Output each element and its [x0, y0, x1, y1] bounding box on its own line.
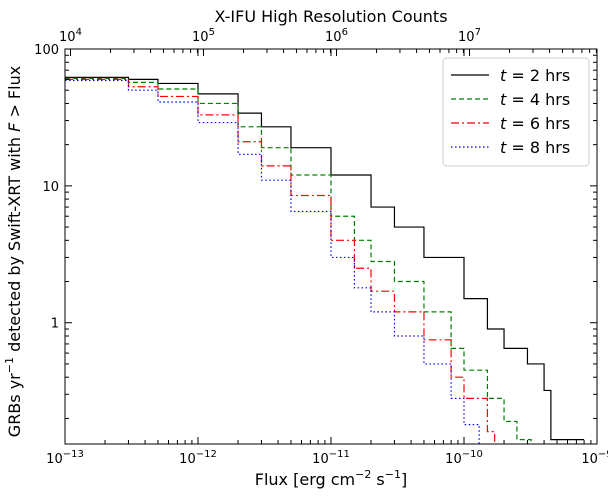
legend-label-1: t = 2 hrs — [500, 66, 570, 85]
legend-label-4: t = 8 hrs — [500, 138, 570, 157]
y-axis-title: GRBs yr−1 detected by Swift-XRT with F >… — [3, 66, 24, 437]
legend-box — [442, 57, 590, 167]
x-tick-label: 10−12 — [179, 449, 217, 467]
top-axis-title: X-IFU High Resolution Counts — [214, 7, 447, 26]
x-tick-label: 10−13 — [46, 449, 84, 467]
top-tick-label: 107 — [458, 27, 481, 45]
top-tick-label: 105 — [192, 27, 215, 45]
x-axis-title: Flux [erg cm−2 s−1] — [255, 468, 407, 489]
top-tick-label: 106 — [325, 27, 348, 45]
x-tick-label: 10−10 — [445, 449, 483, 467]
series-line-2 — [65, 77, 532, 444]
plot-frame — [64, 48, 598, 445]
series-line-1 — [65, 76, 585, 441]
series-line-4 — [65, 79, 480, 444]
legend-label-3: t = 6 hrs — [500, 114, 570, 133]
y-tick-label: 10 — [42, 180, 59, 195]
series-line-3 — [65, 78, 496, 444]
legend: t = 2 hrs t = 4 hrs t = 6 hrs t = 8 hrs — [442, 57, 590, 167]
x-tick-label: 10−11 — [312, 449, 350, 467]
y-tick-label: 100 — [34, 43, 59, 58]
curves-layer — [65, 76, 585, 444]
y-tick-label: 1 — [51, 317, 59, 332]
legend-label-2: t = 4 hrs — [500, 90, 570, 109]
x-tick-label: 10−9 — [581, 449, 608, 467]
top-tick-label: 104 — [59, 27, 82, 45]
